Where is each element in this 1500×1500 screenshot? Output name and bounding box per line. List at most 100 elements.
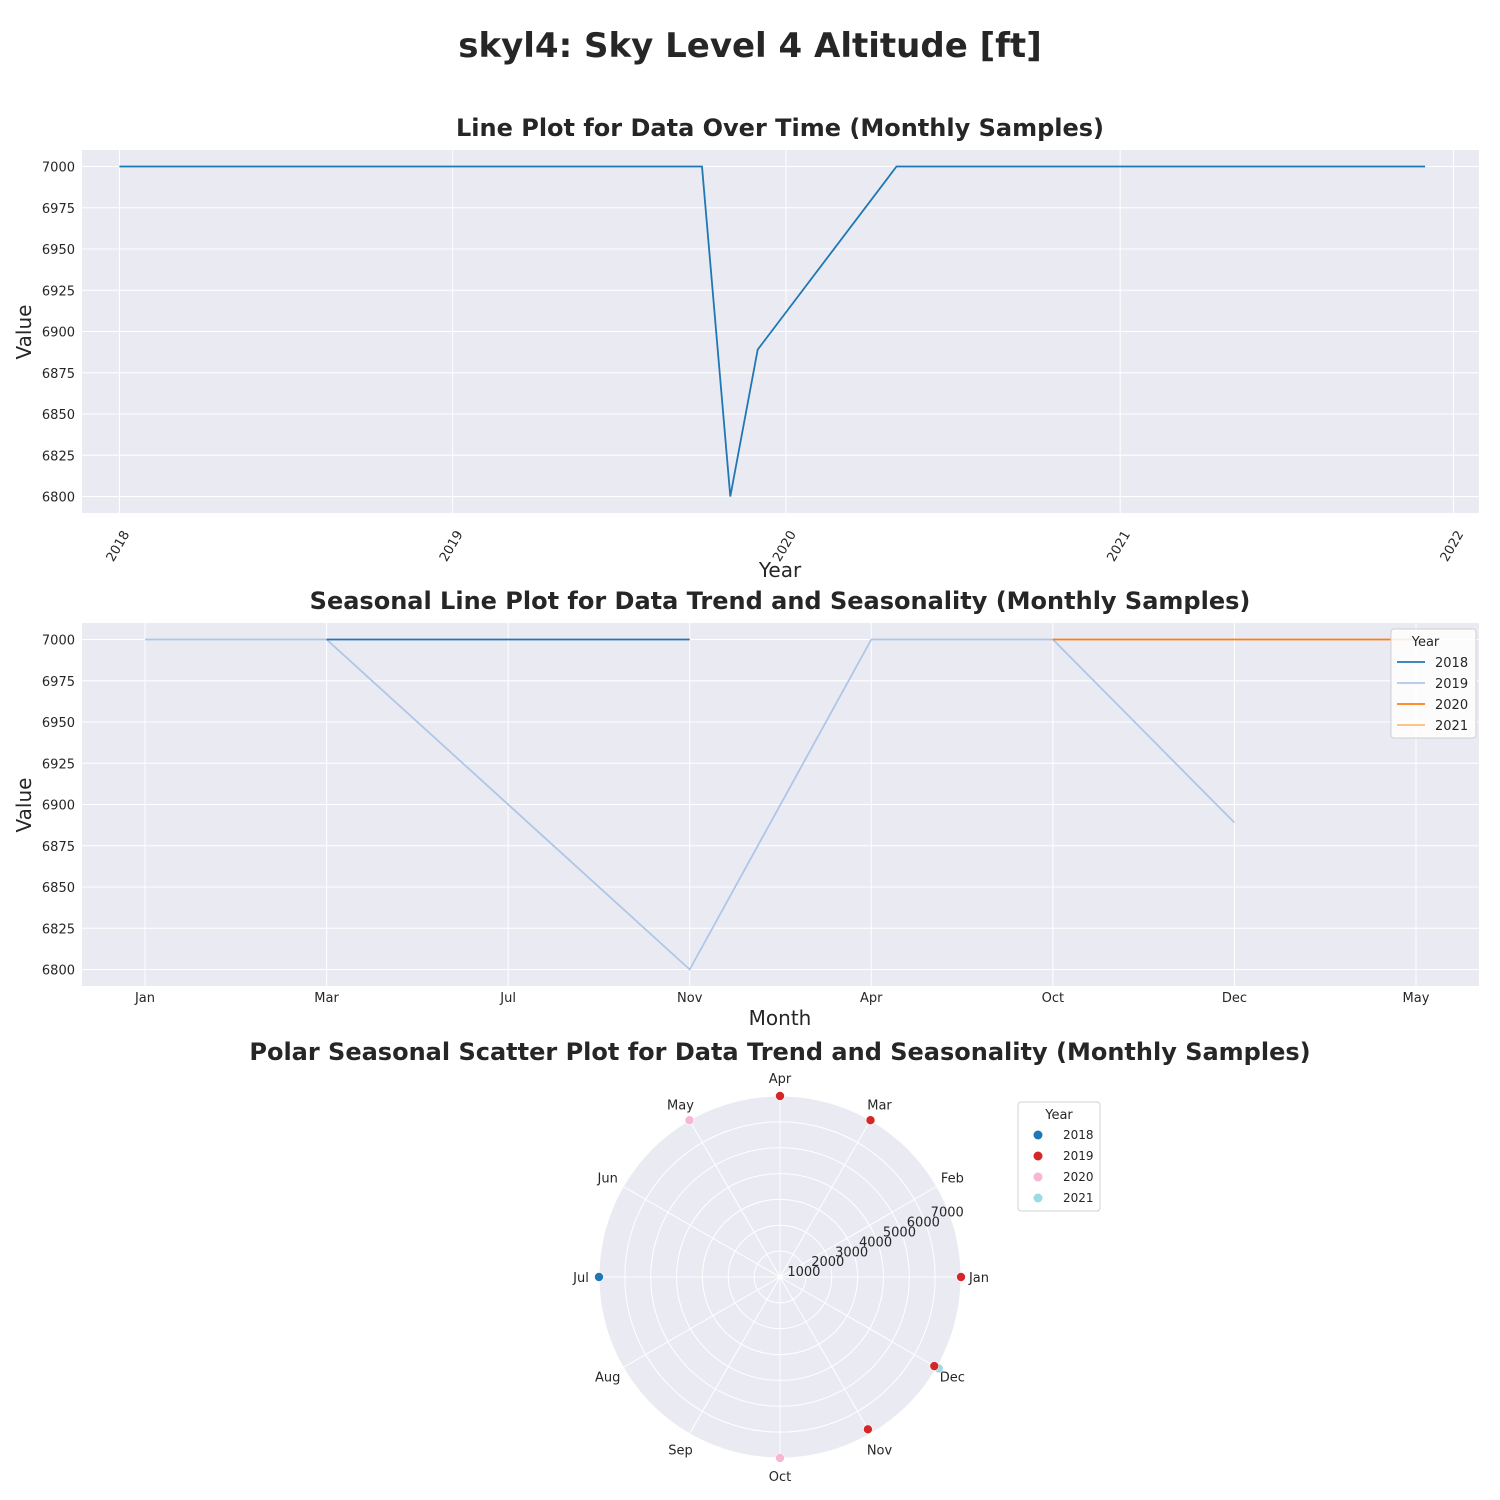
polar-angular-gridline [622,1186,781,1278]
line-chart-y-tick-label: 6800 [42,491,75,506]
polar-radial-tick-label: 2000 [811,1255,844,1270]
polar-angular-gridline [689,1276,781,1435]
polar-angular-tick-label: Jul [572,1271,589,1286]
seasonal-chart-x-tick-label: May [1403,991,1430,1006]
polar-legend-marker-2020 [1033,1172,1043,1182]
polar-angular-gridline [622,1276,781,1368]
polar-chart-grid [598,1095,962,1459]
polar-legend-marker-2018 [1033,1130,1043,1140]
polar-angular-gridline [779,1276,938,1368]
polar-legend-label-2021: 2021 [1063,1191,1094,1205]
polar-angular-tick-label: Nov [867,1443,893,1458]
polar-angular-tick-label: May [667,1099,694,1114]
polar-point-2020 [775,1453,785,1463]
line-chart-y-tick-label: 6925 [42,284,75,299]
line-chart-y-tick-label: 7000 [42,161,75,176]
line-chart-x-tick-label: 2019 [437,528,467,564]
polar-chart-legend: Year 2018 2019 2020 2021 [1017,1101,1101,1212]
seasonal-chart-grid [82,623,1479,986]
line-chart-x-tick-label: 2022 [1438,528,1468,564]
line-chart-y-tick-label: 6900 [42,326,75,341]
polar-radial-tick-label: 1000 [787,1265,820,1280]
polar-radial-tick-label: 4000 [859,1235,892,1250]
seasonal-legend-label-2021: 2021 [1435,719,1468,734]
seasonal-chart-y-label: Value [12,778,36,833]
polar-chart-angular-ticks: Jan Feb Mar Apr May Jun Jul Aug Sep Oct Nov Dec [572,1072,989,1485]
seasonal-chart-x-tick-label: Nov [677,991,703,1006]
line-chart-x-label: Year [758,558,802,582]
line-chart-y-ticks: 7000 6975 6950 6925 6900 6875 6850 6825 6800 [42,161,75,506]
seasonal-legend-box [1390,628,1477,739]
seasonal-chart-x-tick-label: Apr [860,991,883,1006]
polar-point-2018 [594,1272,604,1282]
seasonal-series-2019-line [145,638,1236,971]
seasonal-chart-y-tick-label: 6850 [42,881,75,896]
seasonal-chart-series [145,638,1416,971]
polar-radial-tick-label: 5000 [883,1226,916,1241]
seasonal-chart-title: Seasonal Line Plot for Data Trend and Se… [310,587,1251,615]
seasonal-legend-label-2019: 2019 [1435,677,1468,692]
seasonal-chart-y-tick-label: 7000 [42,634,75,649]
polar-angular-gridline [779,1186,938,1278]
seasonal-chart-x-label: Month [749,1006,812,1030]
polar-chart-points [594,1091,966,1463]
line-chart-y-tick-label: 6875 [42,367,75,382]
polar-radial-tick-label: 7000 [931,1206,964,1221]
polar-angular-tick-label: Dec [940,1371,965,1386]
seasonal-chart-y-tick-label: 6800 [42,964,75,979]
line-chart-y-tick-label: 6950 [42,243,75,258]
seasonal-chart-legend: Year 2018 2019 2020 2021 [1390,628,1477,739]
seasonal-legend-title: Year [1411,635,1440,650]
seasonal-chart-x-tick-label: Jan [134,991,155,1006]
line-chart-series [119,165,1426,497]
polar-scatter-chart: Polar Seasonal Scatter Plot for Data Tre… [249,1038,1310,1485]
seasonal-chart-y-tick-label: 6825 [42,922,75,937]
line-chart-over-time: Line Plot for Data Over Time (Monthly Sa… [12,114,1479,582]
line-chart-y-tick-label: 6825 [42,449,75,464]
line-chart-series-line [119,165,1426,497]
polar-legend-label-2020: 2020 [1063,1170,1094,1184]
seasonal-chart-x-tick-label: Dec [1222,991,1247,1006]
seasonal-chart-y-tick-label: 6900 [42,799,75,814]
seasonal-chart-y-tick-label: 6875 [42,840,75,855]
polar-chart-title: Polar Seasonal Scatter Plot for Data Tre… [249,1038,1310,1066]
line-chart-y-label: Value [12,305,36,360]
polar-angular-gridline [779,1276,871,1435]
polar-angular-tick-label: Jun [597,1172,618,1187]
polar-point-2019 [775,1091,785,1101]
seasonal-chart-x-tick-label: Mar [314,991,339,1006]
polar-legend-title: Year [1044,1108,1073,1123]
polar-angular-tick-label: Jan [968,1271,989,1286]
polar-angular-tick-label: Aug [595,1371,620,1386]
polar-legend-marker-2019 [1033,1151,1043,1161]
polar-point-2019 [863,1424,873,1435]
line-chart-x-tick-label: 2018 [104,528,134,564]
line-chart-y-tick-label: 6975 [42,202,75,217]
polar-angular-tick-label: Mar [867,1099,892,1114]
seasonal-chart-x-tick-label: Oct [1042,991,1064,1006]
polar-angular-gridline [779,1119,871,1278]
polar-radial-tick-label: 3000 [835,1245,868,1260]
seasonal-legend-label-2018: 2018 [1435,656,1468,671]
seasonal-chart-y-tick-label: 6975 [42,675,75,690]
seasonal-chart-x-ticks: Jan Mar Jul Nov Apr Oct Dec May [134,991,1430,1006]
polar-radial-tick-label: 6000 [907,1216,940,1231]
seasonal-chart-y-tick-label: 6925 [42,757,75,772]
polar-legend-box [1017,1101,1101,1212]
polar-legend-label-2019: 2019 [1063,1149,1094,1163]
polar-point-2019 [865,1115,876,1125]
seasonal-legend-label-2020: 2020 [1435,698,1468,713]
polar-angular-tick-label: Apr [769,1072,792,1087]
polar-angular-gridline [689,1119,781,1278]
polar-angular-tick-label: Oct [769,1470,791,1485]
polar-point-2020 [684,1115,695,1125]
polar-angular-tick-label: Sep [668,1443,693,1458]
line-chart-title: Line Plot for Data Over Time (Monthly Sa… [456,114,1104,142]
line-chart-y-tick-label: 6850 [42,408,75,423]
polar-angular-tick-label: Feb [941,1172,964,1187]
figure-title: skyl4: Sky Level 4 Altitude [ft] [458,26,1041,66]
seasonal-line-chart: Seasonal Line Plot for Data Trend and Se… [12,587,1479,1030]
line-chart-x-tick-label: 2021 [1104,528,1134,564]
